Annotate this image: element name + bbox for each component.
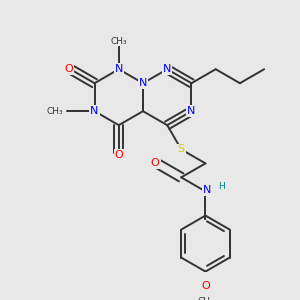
Text: CH₃: CH₃ xyxy=(46,107,63,116)
Text: N: N xyxy=(115,64,123,74)
Text: CH₃: CH₃ xyxy=(110,37,127,46)
Text: O: O xyxy=(64,64,73,74)
Text: N: N xyxy=(90,106,99,116)
Text: N: N xyxy=(163,64,171,74)
Text: N: N xyxy=(203,184,212,195)
Text: O: O xyxy=(114,150,123,160)
Text: H: H xyxy=(218,182,224,190)
Text: O: O xyxy=(201,280,210,290)
Text: N: N xyxy=(187,106,196,116)
Text: CH₃: CH₃ xyxy=(197,297,214,300)
Text: O: O xyxy=(151,158,160,168)
Text: N: N xyxy=(139,78,147,88)
Text: S: S xyxy=(178,144,185,154)
